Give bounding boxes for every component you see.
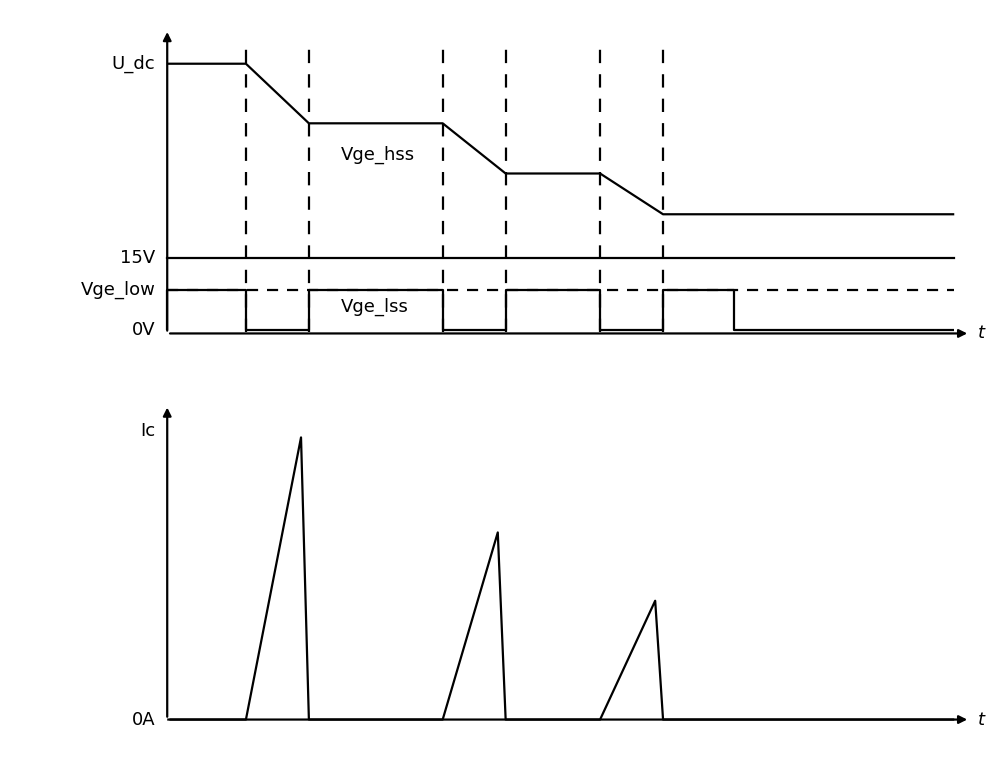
Text: U_dc: U_dc (112, 54, 155, 73)
Text: 15V: 15V (120, 249, 155, 267)
Text: Ic: Ic (140, 422, 155, 441)
Text: 0V: 0V (132, 321, 155, 340)
Text: t: t (978, 324, 985, 343)
Text: Vge_low: Vge_low (81, 281, 155, 298)
Text: Vge_lss: Vge_lss (340, 298, 408, 316)
Text: 0A: 0A (132, 711, 155, 728)
Text: Vge_hss: Vge_hss (340, 145, 414, 164)
Text: t: t (978, 711, 985, 728)
